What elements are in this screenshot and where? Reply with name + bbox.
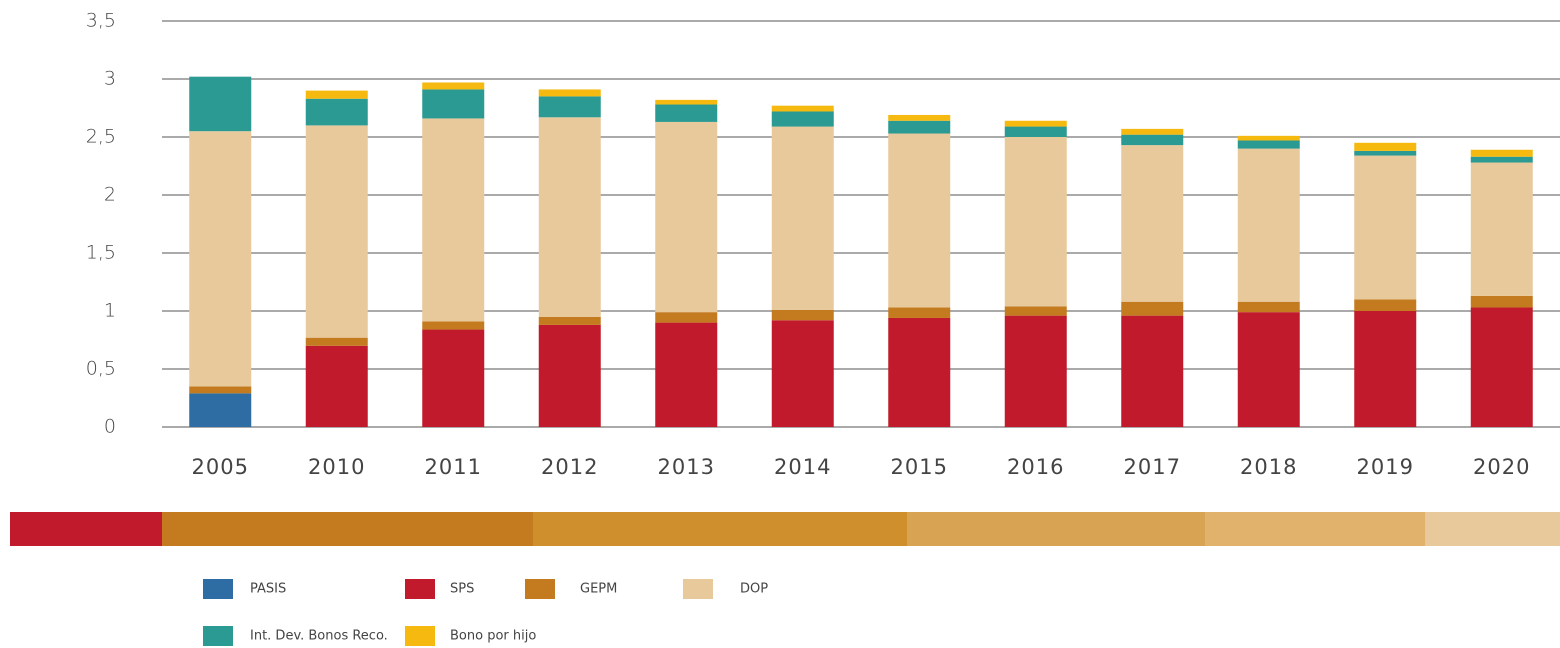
x-tick-label: 2013: [658, 455, 715, 479]
bar-segment: [655, 99, 718, 105]
color-strip: [10, 512, 1560, 546]
strip-band: [162, 512, 533, 546]
bar-segment: [1470, 149, 1533, 157]
bar-segment: [305, 90, 368, 99]
bar-segment: [422, 89, 485, 119]
bar-segment: [189, 393, 252, 427]
bar-segment: [305, 337, 368, 346]
bar-segment: [1121, 128, 1184, 135]
bar-segment: [888, 133, 951, 308]
x-tick-label: 2012: [541, 455, 598, 479]
legend-swatch: [525, 579, 555, 599]
bar-segment: [1470, 156, 1533, 163]
bar-segment: [1004, 120, 1067, 127]
bar-segment: [771, 111, 834, 127]
x-tick-label: 2016: [1007, 455, 1064, 479]
legend-label: Int. Dev. Bonos Reco.: [250, 629, 388, 644]
bar-segment: [1470, 307, 1533, 427]
x-tick-label: 2014: [774, 455, 831, 479]
bar-segment: [1237, 135, 1300, 141]
bar-segment: [771, 105, 834, 112]
bar-segment: [655, 104, 718, 122]
bar-segment: [888, 317, 951, 427]
bar-segment: [771, 126, 834, 310]
y-tick-label: 2,5: [86, 126, 116, 148]
legend-label: DOP: [740, 582, 768, 597]
strip-band: [533, 512, 907, 546]
x-tick-label: 2011: [425, 455, 482, 479]
legend-label: GEPM: [580, 582, 617, 597]
bar-segment: [1121, 315, 1184, 427]
bar-segment: [1237, 301, 1300, 313]
bar-segment: [888, 120, 951, 134]
bar-segment: [538, 117, 601, 317]
strip-band: [1205, 512, 1425, 546]
bar-segment: [1004, 315, 1067, 427]
bar-segment: [1354, 299, 1417, 311]
legend-swatch: [203, 626, 233, 646]
y-tick-label: 0,5: [86, 358, 116, 380]
bar-segment: [1470, 295, 1533, 308]
y-tick-label: 2: [104, 184, 116, 206]
bar-segment: [538, 316, 601, 325]
bar-segment: [1004, 137, 1067, 307]
x-tick-label: 2010: [308, 455, 365, 479]
bar-segment: [422, 118, 485, 322]
bar-segment: [538, 324, 601, 427]
y-tick-label: 1: [104, 300, 116, 322]
bar-segment: [189, 76, 252, 132]
bar-segment: [538, 89, 601, 97]
y-tick-label: 1,5: [86, 242, 116, 264]
bar-segment: [1470, 162, 1533, 296]
bar-segment: [1237, 312, 1300, 427]
legend-swatch: [203, 579, 233, 599]
bar-segment: [1121, 301, 1184, 316]
strip-band: [907, 512, 1205, 546]
bar-segment: [422, 321, 485, 330]
bar-segment: [888, 114, 951, 121]
bar-segment: [422, 82, 485, 90]
x-tick-label: 2015: [891, 455, 948, 479]
bar-segment: [1354, 311, 1417, 427]
bar-segment: [771, 320, 834, 427]
bar-segment: [305, 98, 368, 126]
y-tick-label: 3,5: [86, 10, 116, 32]
bar-segment: [655, 312, 718, 323]
bar-segment: [1354, 150, 1417, 156]
legend-swatch: [405, 626, 435, 646]
bar-segment: [1121, 145, 1184, 302]
x-tick-label: 2017: [1124, 455, 1181, 479]
bar-segment: [1004, 306, 1067, 316]
bar-segment: [888, 307, 951, 318]
bar-segment: [655, 121, 718, 313]
strip-band: [10, 512, 162, 546]
bar-segment: [1004, 126, 1067, 137]
x-tick-label: 2005: [192, 455, 249, 479]
y-tick-label: 0: [104, 416, 116, 438]
bar-segment: [1121, 134, 1184, 146]
bar-segment: [655, 322, 718, 427]
x-tick-label: 2019: [1357, 455, 1414, 479]
bar-segment: [305, 125, 368, 338]
bar-segment: [189, 386, 252, 394]
bar-segment: [771, 309, 834, 321]
x-tick-label: 2020: [1473, 455, 1530, 479]
bar-segment: [1237, 148, 1300, 302]
x-tick-label: 2018: [1240, 455, 1297, 479]
bar-segment: [1237, 140, 1300, 149]
bar-segment: [422, 329, 485, 427]
legend-label: SPS: [450, 582, 474, 597]
bar-segment: [305, 345, 368, 427]
y-tick-label: 3: [104, 68, 116, 90]
bar-segment: [538, 96, 601, 118]
bar-segment: [1354, 142, 1417, 151]
bar-segment: [1354, 155, 1417, 300]
legend-swatch: [405, 579, 435, 599]
legend-label: Bono por hijo: [450, 629, 536, 644]
legend-label: PASIS: [250, 582, 286, 597]
bar-segment: [189, 131, 252, 387]
legend-swatch: [683, 579, 713, 599]
strip-band: [1425, 512, 1560, 546]
